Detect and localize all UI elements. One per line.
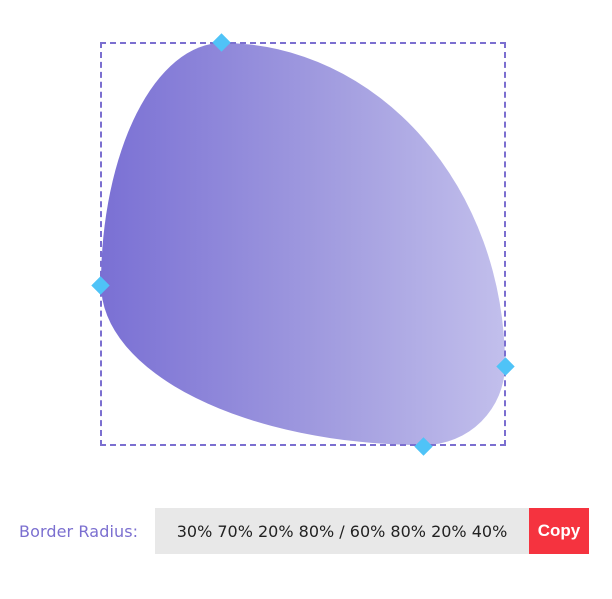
border-radius-control-row: Border Radius: Copy bbox=[0, 508, 612, 554]
shape-bounding-box bbox=[100, 42, 506, 446]
copy-button[interactable]: Copy bbox=[529, 508, 589, 554]
border-radius-value-field[interactable] bbox=[155, 508, 529, 554]
border-radius-label: Border Radius: bbox=[19, 522, 139, 541]
